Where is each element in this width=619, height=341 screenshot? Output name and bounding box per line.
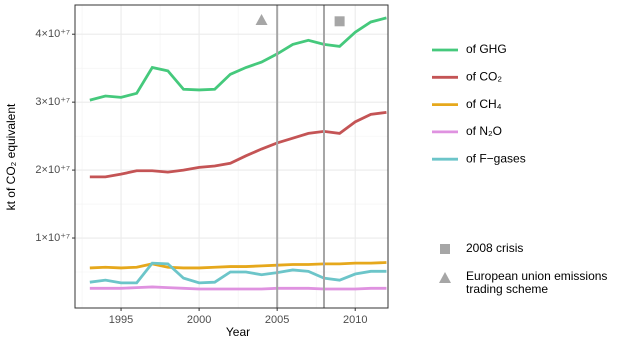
legend-label: of CO₂ [466,69,502,83]
x-axis-title: Year [226,325,250,339]
series-line [89,261,387,270]
y-tick-label: 4×10⁺⁷ [35,28,70,40]
legend-label: European union emissions trading scheme [466,269,608,296]
event-marker [255,13,268,25]
y-tick-label: 3×10⁺⁷ [35,96,70,108]
plot-border [74,4,389,309]
legend-label: 2008 crisis [466,241,523,255]
x-tick-label: 1995 [109,314,133,326]
legend-label: of CH₄ [466,97,502,111]
legend-label: of F−gases [466,151,526,165]
legend-label: of GHG [466,42,507,56]
legend-key [439,272,451,283]
series-line [89,110,387,179]
x-tick-label: 2000 [187,314,211,326]
legend-key [440,244,450,254]
y-tick-label: 2×10⁺⁷ [35,164,70,176]
x-tick-label: 2010 [343,314,367,326]
series-line [89,261,387,285]
series-line [89,16,387,102]
event-marker [334,16,345,27]
y-axis-title: kt of CO₂ equivalent [4,103,18,210]
y-tick-label: 1×10⁺⁷ [35,232,70,244]
legend-label: of N₂O [466,124,502,138]
series-line [89,285,387,291]
x-tick-label: 2005 [265,314,289,326]
